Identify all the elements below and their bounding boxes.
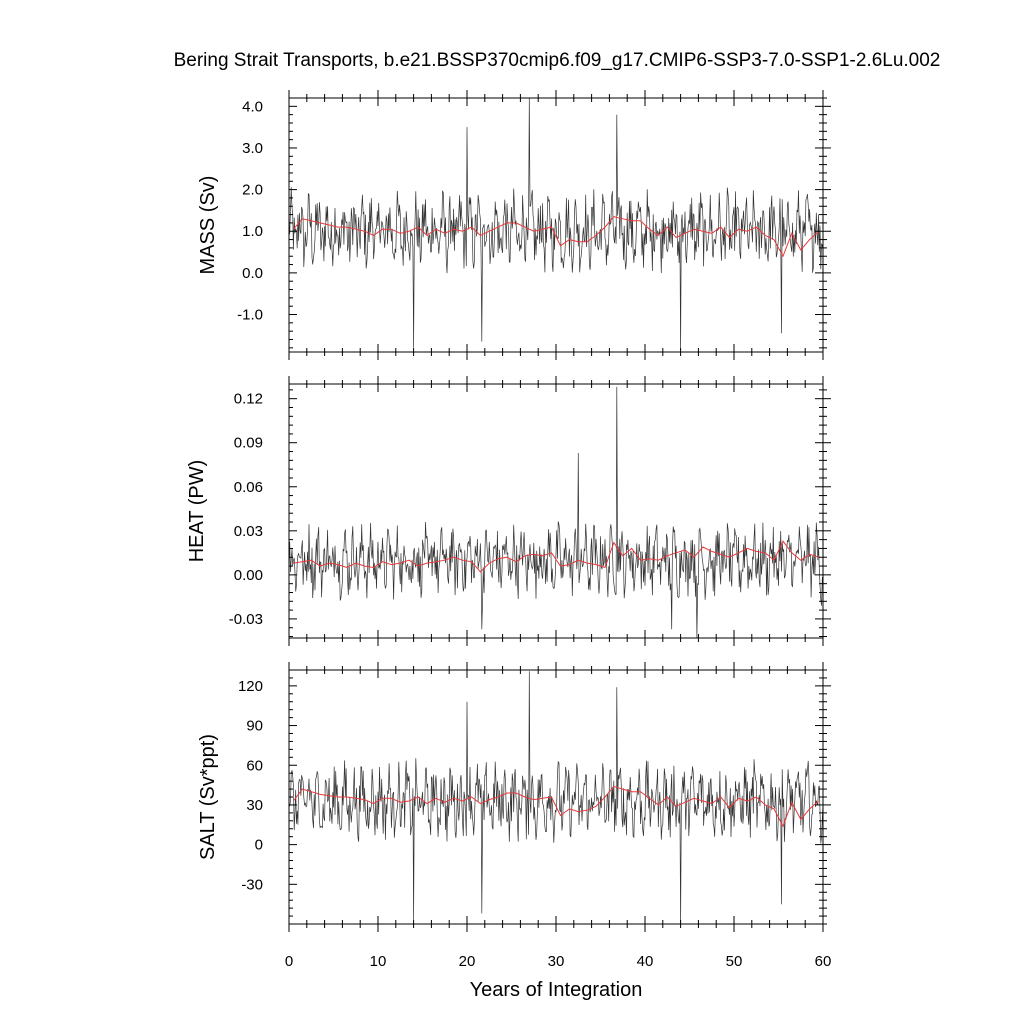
y-tick-label: -30 [241,876,263,893]
monthly-series-line [288,97,824,353]
monthly-series-line [288,386,824,639]
y-tick-label: 0.0 [242,265,263,282]
x-tick-label: 0 [285,953,293,970]
y-tick-label: 0 [255,837,263,854]
panel-3: -30 0 30 60 90 120 SALT (Sv*ppt) 0 10 20 30 40 50 60 [197,662,831,970]
y-tick-label: 3.0 [242,140,263,157]
chart-title: Bering Strait Transports, b.e21.BSSP370c… [174,50,941,71]
panel-2: -0.03 0.00 0.03 0.06 0.09 0.12 HEAT (PW) [186,376,831,646]
y-tick-label: 0.12 [234,391,263,408]
y-tick-label: 120 [238,678,263,695]
y-tick-label: 1.0 [242,223,263,240]
y-tick-label: 0.00 [234,567,263,584]
y-tick-label: 4.0 [242,98,263,115]
y-tick-label: 30 [246,797,263,814]
x-tick-label: 10 [370,953,387,970]
y-tick-label: 0.09 [234,435,263,452]
x-tick-label: 60 [815,953,832,970]
y-tick-label: -1.0 [237,307,263,324]
y-tick-label: -0.03 [229,611,263,628]
y-tick-label: 60 [246,757,263,774]
monthly-series-line [288,671,824,925]
annual-mean-line [293,540,819,573]
y-tick-label: 2.0 [242,182,263,199]
x-tick-label: 20 [459,953,476,970]
y-tick-label: 0.03 [234,523,263,540]
annual-mean-line [293,216,819,258]
y-axis-label: HEAT (PW) [186,460,208,563]
plot-frame [288,383,824,639]
annual-mean-line [293,785,819,828]
x-tick-label: 50 [726,953,743,970]
plot-frame [288,669,824,925]
y-tick-label: 90 [246,718,263,735]
x-tick-label: 30 [548,953,565,970]
panel-1: -1.0 0.0 1.0 2.0 3.0 4.0 MASS (Sv) [197,90,831,360]
y-axis-label: SALT (Sv*ppt) [197,734,219,860]
x-tick-label: 40 [637,953,654,970]
x-axis-label: Years of Integration [470,979,643,1001]
y-axis-label: MASS (Sv) [197,176,219,275]
y-tick-label: 0.06 [234,479,263,496]
